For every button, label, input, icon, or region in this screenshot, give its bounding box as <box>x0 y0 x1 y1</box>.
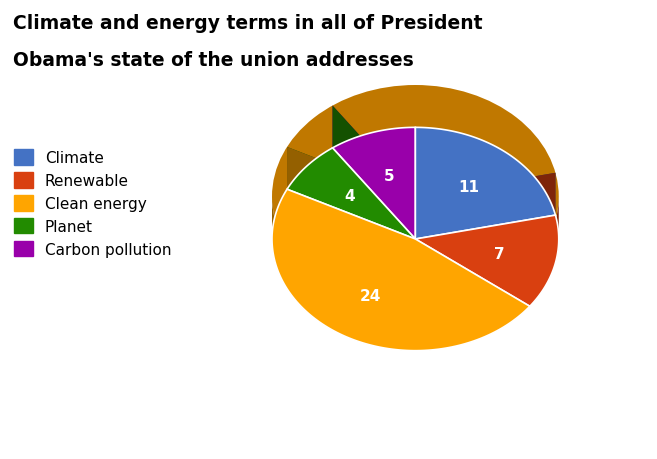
Polygon shape <box>415 216 558 307</box>
Polygon shape <box>415 128 555 240</box>
Polygon shape <box>272 198 530 351</box>
Polygon shape <box>530 197 558 307</box>
Text: Climate and energy terms in all of President: Climate and energy terms in all of Presi… <box>13 14 483 33</box>
Polygon shape <box>287 149 415 240</box>
Polygon shape <box>415 174 555 240</box>
Legend: Climate, Renewable, Clean energy, Planet, Carbon pollution: Climate, Renewable, Clean energy, Planet… <box>14 150 171 257</box>
Polygon shape <box>272 190 530 351</box>
Polygon shape <box>332 106 415 240</box>
Polygon shape <box>287 147 415 240</box>
Text: 4: 4 <box>345 189 355 203</box>
Polygon shape <box>415 174 555 240</box>
Polygon shape <box>332 106 415 240</box>
Polygon shape <box>332 128 415 240</box>
Text: 5: 5 <box>384 168 395 183</box>
Text: 11: 11 <box>459 180 480 195</box>
Text: 7: 7 <box>494 246 505 261</box>
Text: 24: 24 <box>359 289 381 304</box>
Ellipse shape <box>272 86 558 308</box>
Text: Obama's state of the union addresses: Obama's state of the union addresses <box>13 50 414 69</box>
Polygon shape <box>287 147 415 240</box>
